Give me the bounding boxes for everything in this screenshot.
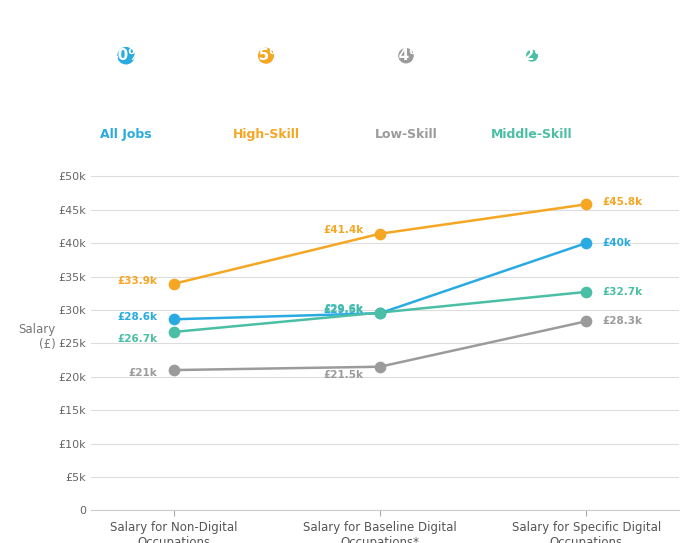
Point — [168, 280, 179, 288]
Text: 40%: 40% — [108, 48, 144, 63]
Point — [374, 308, 386, 317]
Text: £33.9k: £33.9k — [117, 275, 157, 286]
Text: 34%: 34% — [388, 48, 424, 63]
Text: High-Skill: High-Skill — [232, 128, 300, 141]
Text: £28.6k: £28.6k — [117, 312, 157, 321]
Point — [580, 200, 592, 209]
Ellipse shape — [259, 48, 273, 63]
Point — [168, 315, 179, 324]
Text: All Jobs: All Jobs — [100, 128, 152, 141]
Text: Low-Skill: Low-Skill — [374, 128, 438, 141]
Point — [168, 327, 179, 336]
Y-axis label: Salary
(£): Salary (£) — [18, 323, 55, 351]
Ellipse shape — [399, 49, 413, 63]
Point — [168, 366, 179, 375]
Text: 22%: 22% — [514, 48, 550, 63]
Text: Middle-Skill: Middle-Skill — [491, 128, 573, 141]
Ellipse shape — [526, 50, 538, 61]
Text: £45.8k: £45.8k — [603, 197, 643, 207]
Text: £40k: £40k — [603, 238, 631, 248]
Text: £26.7k: £26.7k — [117, 333, 157, 344]
Point — [374, 229, 386, 238]
Point — [580, 288, 592, 296]
Text: £29.6k: £29.6k — [323, 304, 363, 314]
Text: 35%: 35% — [248, 48, 284, 63]
Point — [374, 362, 386, 371]
Ellipse shape — [118, 48, 134, 64]
Text: £21k: £21k — [128, 368, 157, 378]
Text: £29.5k: £29.5k — [323, 305, 363, 315]
Text: £41.4k: £41.4k — [323, 225, 363, 236]
Point — [580, 239, 592, 248]
Text: £21.5k: £21.5k — [323, 370, 363, 380]
Text: £28.3k: £28.3k — [603, 316, 643, 326]
Point — [580, 317, 592, 326]
Point — [374, 309, 386, 318]
Text: £32.7k: £32.7k — [603, 287, 643, 297]
